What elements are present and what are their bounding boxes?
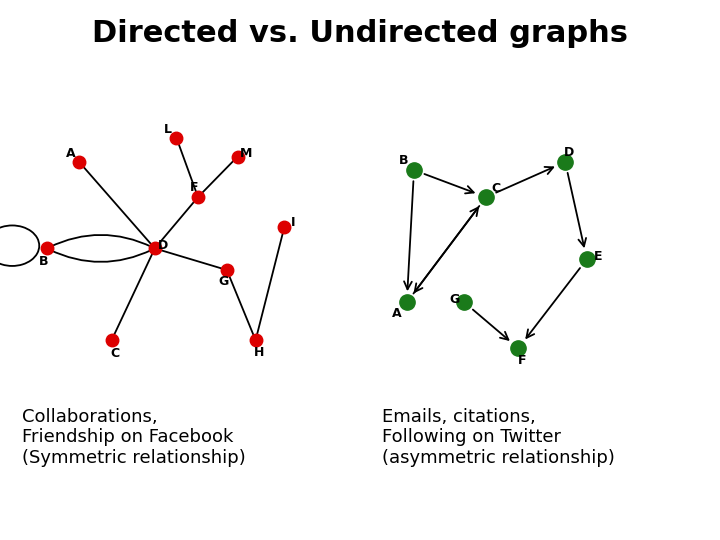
- Text: Emails, citations,
Following on Twitter
(asymmetric relationship): Emails, citations, Following on Twitter …: [382, 408, 614, 467]
- Text: C: C: [492, 183, 500, 195]
- Text: G: G: [449, 293, 459, 306]
- Text: C: C: [111, 347, 120, 360]
- Text: B: B: [399, 154, 409, 167]
- Text: G: G: [218, 275, 228, 288]
- Text: D: D: [158, 239, 168, 252]
- Text: I: I: [291, 216, 295, 229]
- Text: H: H: [254, 346, 264, 359]
- Text: E: E: [594, 250, 603, 263]
- Text: Directed vs. Undirected graphs: Directed vs. Undirected graphs: [92, 19, 628, 48]
- Text: F: F: [190, 181, 199, 194]
- Text: Collaborations,
Friendship on Facebook
(Symmetric relationship): Collaborations, Friendship on Facebook (…: [22, 408, 246, 467]
- Text: L: L: [163, 123, 172, 136]
- Text: M: M: [240, 147, 253, 160]
- Text: A: A: [392, 307, 402, 320]
- Text: B: B: [38, 255, 48, 268]
- Text: F: F: [518, 354, 526, 367]
- Text: D: D: [564, 146, 574, 159]
- Text: A: A: [66, 147, 76, 160]
